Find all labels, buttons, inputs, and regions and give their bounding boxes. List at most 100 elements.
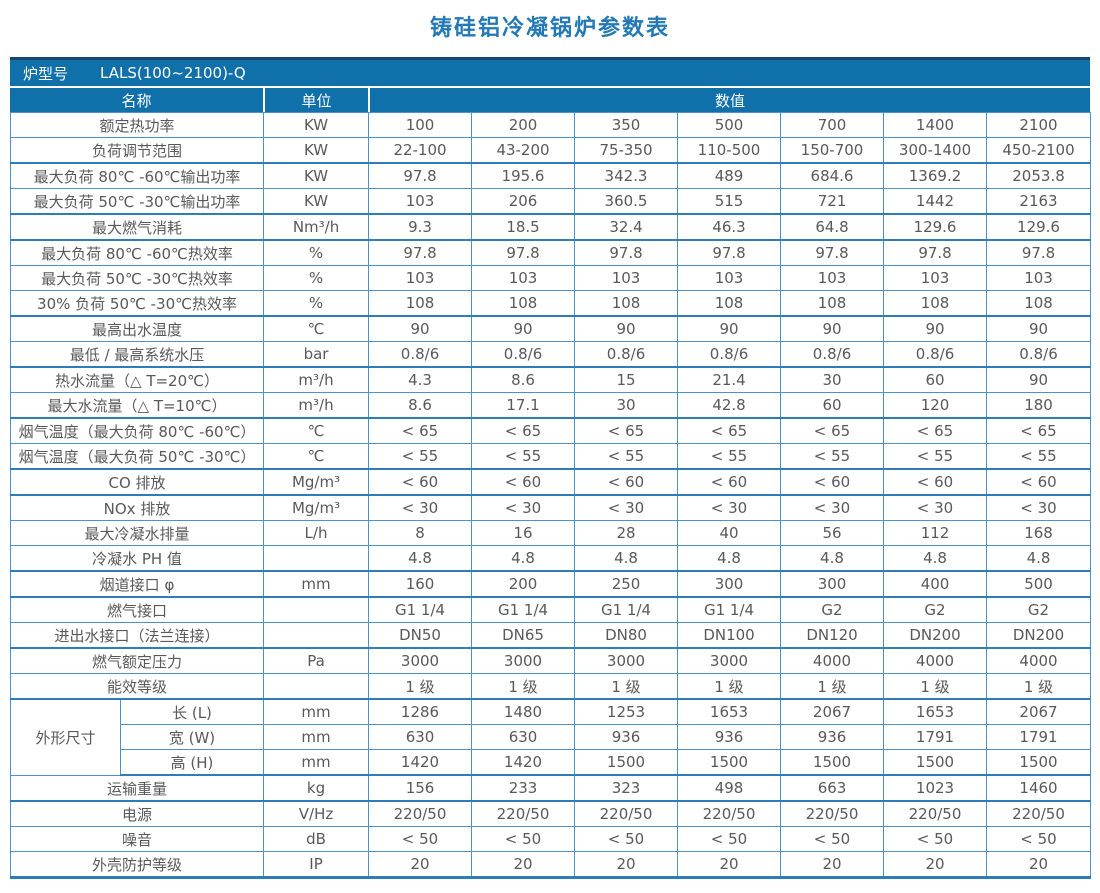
table-row: 噪音 dB < 50 < 50 < 50 < 50 < 50 < 50 < 50: [9, 826, 1092, 852]
param-value: 8: [368, 520, 473, 546]
param-value: 0.8/6: [574, 341, 679, 368]
param-value: 8.6: [368, 392, 473, 419]
param-unit: dB: [263, 826, 370, 852]
param-value: 220/50: [883, 800, 988, 827]
param-value: 498: [677, 774, 782, 802]
table-row: NOx 排放 Mg/m³ < 30 < 30 < 30 < 30 < 30 < 30 < 30: [9, 494, 1092, 521]
param-unit: Pa: [263, 647, 370, 674]
param-value: < 60: [986, 468, 1092, 496]
param-label: 电源: [9, 800, 265, 827]
param-unit: Nm³/h: [263, 213, 370, 241]
param-value: 90: [883, 315, 988, 342]
param-unit: mm: [263, 698, 370, 725]
param-value: 100: [368, 112, 473, 138]
param-value: 342.3: [574, 162, 679, 189]
param-value: 663: [780, 774, 885, 802]
table-row: 最大负荷 50℃ -30℃输出功率 KW 103 206 360.5 515 721 1442…: [9, 188, 1092, 215]
param-value: 20: [883, 851, 988, 879]
param-value: 90: [471, 315, 576, 342]
param-value: 3000: [368, 647, 473, 674]
param-value: 103: [883, 265, 988, 291]
param-value: 60: [883, 366, 988, 393]
param-value: 32.4: [574, 213, 679, 241]
param-unit: ℃: [263, 417, 370, 444]
param-value: 108: [986, 290, 1092, 317]
param-label: 高 (H): [119, 749, 265, 776]
model-header-bar: 炉型号 LALS(100~2100)-Q: [10, 60, 1090, 86]
param-value: 1460: [986, 774, 1092, 802]
param-label: 最大负荷 50℃ -30℃输出功率: [9, 188, 265, 215]
param-value: 936: [780, 724, 885, 750]
param-value: 3000: [574, 647, 679, 674]
param-value: 4.8: [986, 545, 1092, 572]
spec-table-body: 额定热功率 KW 100 200 350 500 700 1400 2100 负荷调节范围 KW 22…: [9, 112, 1092, 879]
param-label: 噪音: [9, 826, 265, 852]
param-value: 4.8: [471, 545, 576, 572]
param-value: < 30: [471, 494, 576, 521]
param-unit: L/h: [263, 520, 370, 546]
param-value: < 55: [471, 443, 576, 470]
param-value: 4.8: [574, 545, 679, 572]
table-row: 热水流量（△ T=20℃） m³/h 4.3 8.6 15 21.4 30 60 90: [9, 366, 1092, 393]
param-value: < 30: [574, 494, 679, 521]
param-label: 最大负荷 50℃ -30℃热效率: [9, 265, 265, 291]
param-value: 233: [471, 774, 576, 802]
param-unit: m³/h: [263, 392, 370, 419]
param-value: 103: [471, 265, 576, 291]
param-value: 1253: [574, 698, 679, 725]
param-value: 515: [677, 188, 782, 215]
param-value: 156: [368, 774, 473, 802]
param-value: 1 级: [883, 673, 988, 700]
param-value: 97.8: [574, 239, 679, 266]
param-value: 1 级: [574, 673, 679, 700]
param-value: < 60: [677, 468, 782, 496]
param-unit: %: [263, 290, 370, 317]
param-value: 220/50: [471, 800, 576, 827]
param-value: 489: [677, 162, 782, 189]
param-value: 129.6: [883, 213, 988, 241]
param-value: 60: [780, 392, 885, 419]
table-row: 烟气温度（最大负荷 80℃ -60℃） ℃ < 65 < 65 < 65 < 65 < 65…: [9, 417, 1092, 444]
param-value: 4.8: [883, 545, 988, 572]
param-value: 1791: [986, 724, 1092, 750]
spec-table: 额定热功率 KW 100 200 350 500 700 1400 2100 负荷调节范围 KW 22…: [9, 112, 1092, 879]
param-value: 20: [986, 851, 1092, 879]
param-value: 1 级: [368, 673, 473, 700]
param-value: 630: [368, 724, 473, 750]
param-value: 250: [574, 570, 679, 598]
param-value: 18.5: [471, 213, 576, 241]
param-unit: KW: [263, 162, 370, 189]
param-value: < 30: [677, 494, 782, 521]
param-label: 最大负荷 80℃ -60℃热效率: [9, 239, 265, 266]
table-row: 负荷调节范围 KW 22-100 43-200 75-350 110-500 150-700…: [9, 137, 1092, 164]
param-value: 721: [780, 188, 885, 215]
param-value: DN100: [677, 622, 782, 649]
param-value: < 50: [368, 826, 473, 852]
param-value: DN200: [986, 622, 1092, 649]
param-value: 22-100: [368, 137, 473, 164]
param-value: 1400: [883, 112, 988, 138]
param-value: 42.8: [677, 392, 782, 419]
table-row: 冷凝水 PH 值 4.8 4.8 4.8 4.8 4.8 4.8 4.8: [9, 545, 1092, 572]
header-divider: [10, 86, 1090, 88]
param-unit: m³/h: [263, 366, 370, 393]
param-value: 200: [471, 570, 576, 598]
param-value: < 55: [986, 443, 1092, 470]
table-row: 30% 负荷 50℃ -30℃热效率% 108 108 108 108 108 108 108: [9, 290, 1092, 317]
param-value: 0.8/6: [471, 341, 576, 368]
param-value: G2: [986, 596, 1092, 623]
table-row: 最低 / 最高系统水压 bar 0.8/6 0.8/6 0.8/6 0.8/6 0.8/6 0…: [9, 341, 1092, 368]
param-value: 168: [986, 520, 1092, 546]
param-value: < 60: [780, 468, 885, 496]
param-value: 9.3: [368, 213, 473, 241]
param-value: 30: [574, 392, 679, 419]
param-value: DN50: [368, 622, 473, 649]
param-label: 热水流量（△ T=20℃）: [9, 366, 265, 393]
param-value: 195.6: [471, 162, 576, 189]
column-header-row: 名称 单位 数值: [10, 88, 1090, 112]
param-value: 1 级: [780, 673, 885, 700]
param-label: 烟气温度（最大负荷 80℃ -60℃）: [9, 417, 265, 444]
param-value: 2100: [986, 112, 1092, 138]
param-value: 103: [368, 188, 473, 215]
param-unit: mm: [263, 570, 370, 598]
